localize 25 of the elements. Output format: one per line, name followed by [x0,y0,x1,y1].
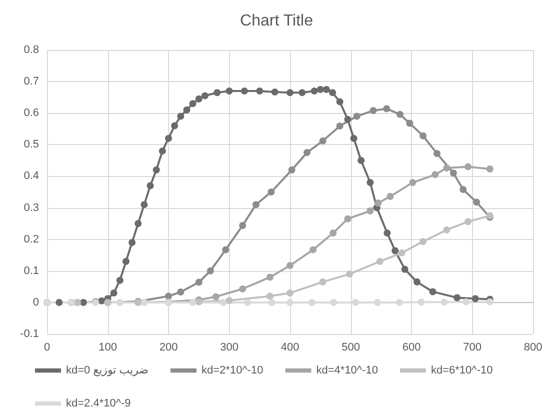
y-tick-label: -0.1 [20,328,39,340]
y-tick-label: 0.6 [24,107,39,120]
x-tick-label: 800 [524,342,542,354]
y-tick-label: 0.2 [24,233,39,246]
x-tick-label: 300 [220,342,238,354]
x-tick-label: 700 [463,342,482,354]
legend-label: kd=6*10^-10 [430,364,493,376]
y-tick-label: 0.3 [24,202,39,214]
x-tick-label: 400 [280,342,300,354]
y-tick-label: 0.5 [24,138,39,151]
legend-label: kd=0 ضریب توزیع [66,364,149,376]
y-tick-label: 0.4 [24,170,39,182]
legend-label: kd=2.4*10^-9 [66,398,131,410]
x-tick-label: 200 [159,342,178,354]
legend-label: kd=4*10^-10 [316,364,378,376]
y-tick-label: 0 [32,296,39,308]
x-tick-label: 500 [342,342,360,354]
y-tick-label: 0.1 [24,264,39,277]
x-tick-label: 600 [402,342,421,354]
x-tick-label: 100 [98,342,117,354]
chart-title: Chart Title [240,12,314,30]
y-tick-label: 0.7 [24,76,39,88]
x-tick-label: 0 [44,342,50,354]
y-tick-label: 0.8 [24,44,39,56]
legend-label: kd=2*10^-10 [202,364,264,376]
